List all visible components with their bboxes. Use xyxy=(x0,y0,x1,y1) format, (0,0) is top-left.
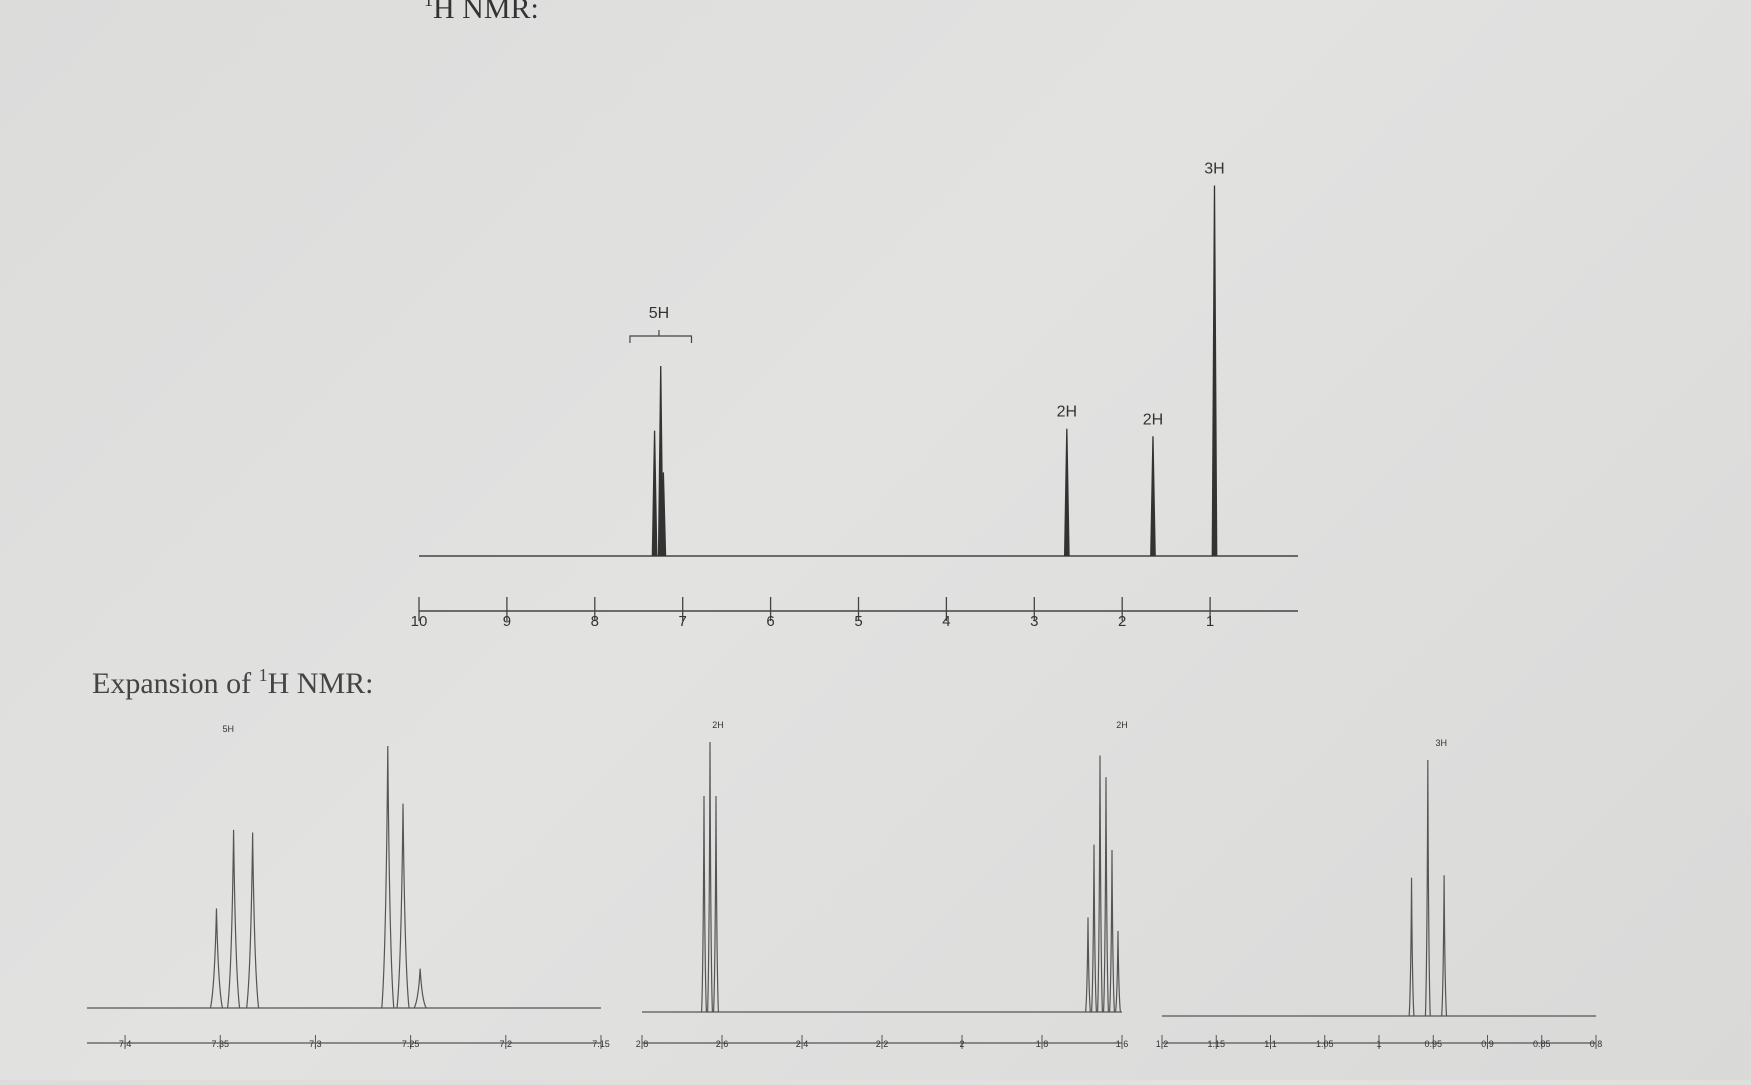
title-superscript: 1 xyxy=(424,0,433,10)
integration-label: 2H xyxy=(1143,411,1163,428)
peak xyxy=(707,741,713,1013)
x-tick-label: 2.6 xyxy=(716,1039,729,1049)
integration-label: 5H xyxy=(223,724,235,734)
x-tick-label: 7.4 xyxy=(119,1039,132,1049)
peak xyxy=(1211,185,1218,557)
peak xyxy=(413,968,427,1009)
peak xyxy=(1063,428,1070,557)
peak xyxy=(713,795,719,1013)
peak xyxy=(1109,849,1115,1013)
integration-bracket xyxy=(629,330,693,343)
page-title: 1H NMR: xyxy=(424,0,539,25)
x-tick-label: 8 xyxy=(591,613,599,630)
expansion-panel: 7.4 7.35 7.3 7.25 7.2 7.15 5H xyxy=(87,724,610,1049)
integration-label: 2H xyxy=(1057,404,1077,421)
x-tick-label: 2 xyxy=(959,1039,964,1049)
expansion-panel: 2.8 2.6 2.4 2.2 2 1.8 1.6 2H 2H xyxy=(636,720,1129,1049)
x-tick-label: 7 xyxy=(679,613,687,630)
x-tick-label: 0.8 xyxy=(1590,1039,1603,1049)
integration-label: 3H xyxy=(1435,738,1447,748)
x-tick-label: 2.2 xyxy=(876,1039,889,1049)
expansion-title-superscript: 1 xyxy=(259,665,268,685)
peak xyxy=(1091,844,1097,1013)
peak xyxy=(381,745,395,1009)
peak xyxy=(1424,759,1431,1017)
peak xyxy=(651,430,658,557)
x-tick-label: 1.2 xyxy=(1156,1039,1169,1049)
peak xyxy=(246,832,260,1009)
x-tick-label: 2.8 xyxy=(636,1039,649,1049)
x-tick-label: 7.3 xyxy=(309,1039,322,1049)
x-tick-label: 5 xyxy=(854,613,862,630)
x-tick-label: 1.1 xyxy=(1264,1039,1277,1049)
x-tick-label: 7.35 xyxy=(211,1039,229,1049)
main-spectrum-chart: 10 9 8 7 6 5 4 3 2 1 5H 2H 2H 3H xyxy=(411,161,1298,630)
integration-label: 2H xyxy=(1116,720,1128,730)
x-tick-label: 1.6 xyxy=(1116,1039,1129,1049)
x-tick-label: 2 xyxy=(1118,613,1126,630)
peak xyxy=(1115,930,1121,1013)
expansion-panels: 7.4 7.35 7.3 7.25 7.2 7.15 5H 2.8 2.6 2.4 2.2 2 1.8 1… xyxy=(87,720,1602,1049)
expansion-panel: 1.2 1.15 1.1 1.05 1 0.95 0.9 0.85 0.8 3H xyxy=(1156,738,1603,1049)
x-tick-label: 0.9 xyxy=(1481,1039,1494,1049)
expansion-title-text: H NMR: xyxy=(268,667,374,700)
x-tick-label: 1 xyxy=(1206,613,1214,630)
x-tick-label: 10 xyxy=(411,613,428,630)
x-tick-label: 1.15 xyxy=(1207,1039,1225,1049)
expansion-title: Expansion of 1H NMR: xyxy=(92,665,374,700)
integration-label: 3H xyxy=(1204,161,1224,178)
x-tick-label: 3 xyxy=(1030,613,1038,630)
peak xyxy=(209,908,224,1009)
peak xyxy=(701,795,707,1013)
x-tick-label: 2.4 xyxy=(796,1039,809,1049)
x-tick-label: 7.15 xyxy=(592,1039,610,1049)
x-tick-label: 9 xyxy=(503,613,511,630)
x-tick-label: 6 xyxy=(766,613,774,630)
peak xyxy=(1150,436,1156,557)
peak xyxy=(660,472,667,557)
x-tick-label: 0.95 xyxy=(1424,1039,1442,1049)
peak xyxy=(396,803,410,1009)
peak xyxy=(1085,917,1091,1013)
x-tick-label: 7.25 xyxy=(402,1039,420,1049)
x-tick-label: 1.8 xyxy=(1036,1039,1049,1049)
integration-label: 5H xyxy=(649,305,669,322)
expansion-title-prefix: Expansion of xyxy=(92,667,259,700)
x-tick-label: 1.05 xyxy=(1316,1039,1334,1049)
peak xyxy=(1408,877,1415,1017)
peak xyxy=(226,829,241,1009)
integration-label: 2H xyxy=(712,720,724,730)
peak xyxy=(1097,755,1103,1013)
peak xyxy=(1103,777,1109,1013)
title-text: H NMR: xyxy=(433,0,539,25)
x-tick-label: 1 xyxy=(1376,1039,1381,1049)
peak xyxy=(1441,875,1448,1017)
x-tick-label: 4 xyxy=(942,613,950,630)
x-tick-label: 7.2 xyxy=(500,1039,513,1049)
x-tick-label: 0.85 xyxy=(1533,1039,1551,1049)
